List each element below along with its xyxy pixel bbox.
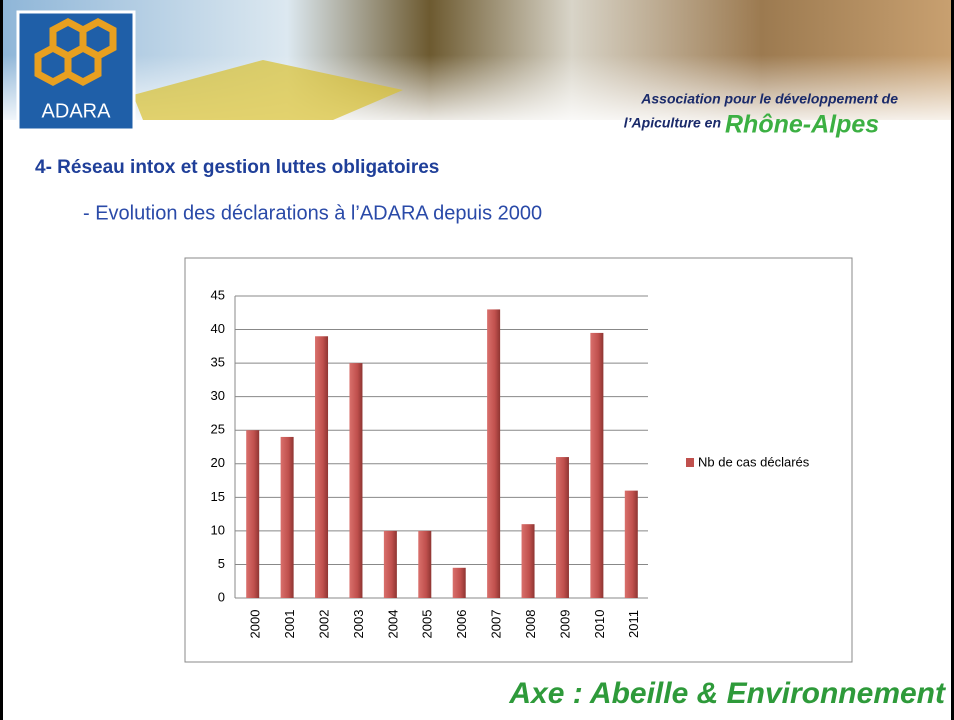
logo-text: ADARA [42, 100, 112, 122]
x-tick-label: 2010 [592, 610, 607, 639]
bar [590, 333, 603, 598]
x-tick-label: 2009 [557, 610, 572, 639]
bar [418, 531, 431, 598]
x-tick-label: 2007 [489, 610, 504, 639]
x-tick-label: 2001 [282, 610, 297, 639]
bar [349, 363, 362, 598]
bar [281, 437, 294, 598]
bar [487, 309, 500, 598]
x-tick-label: 2011 [626, 610, 641, 638]
bar [625, 491, 638, 598]
x-tick-label: 2003 [351, 610, 366, 639]
x-tick-label: 2008 [523, 610, 538, 639]
subtitle: - Evolution des déclarations à l’ADARA d… [83, 202, 542, 224]
legend-label: Nb de cas déclarés [698, 454, 810, 469]
y-tick-label: 30 [211, 388, 225, 403]
y-tick-label: 40 [211, 321, 225, 336]
y-tick-label: 15 [211, 489, 225, 504]
x-tick-label: 2002 [316, 610, 331, 639]
y-tick-label: 0 [218, 589, 225, 604]
x-tick-label: 2004 [385, 610, 400, 639]
bar [315, 336, 328, 598]
y-tick-label: 20 [211, 455, 225, 470]
slide-canvas: ADARA Association pour le développement … [3, 0, 951, 720]
section-title: 4- Réseau intox et gestion luttes obliga… [35, 157, 439, 178]
bar [453, 568, 466, 598]
y-tick-label: 10 [211, 522, 225, 537]
region: Rhône-Alpes [725, 111, 879, 139]
x-tick-label: 2006 [454, 610, 469, 639]
bar [556, 457, 569, 598]
footer: Axe : Abeille & Environnement [508, 677, 947, 710]
slide: ADARA Association pour le développement … [0, 0, 954, 720]
legend-swatch [686, 458, 694, 467]
bar [384, 531, 397, 598]
y-tick-label: 25 [211, 422, 225, 437]
y-tick-label: 45 [211, 287, 225, 302]
y-tick-label: 35 [211, 355, 225, 370]
tagline: Association pour le développement de [640, 91, 898, 107]
x-tick-label: 2005 [420, 610, 435, 639]
y-tick-label: 5 [218, 556, 225, 571]
bar [246, 430, 259, 598]
x-tick-label: 2000 [248, 610, 263, 639]
bar [522, 524, 535, 598]
tagline: l’Apiculture en [624, 115, 721, 131]
